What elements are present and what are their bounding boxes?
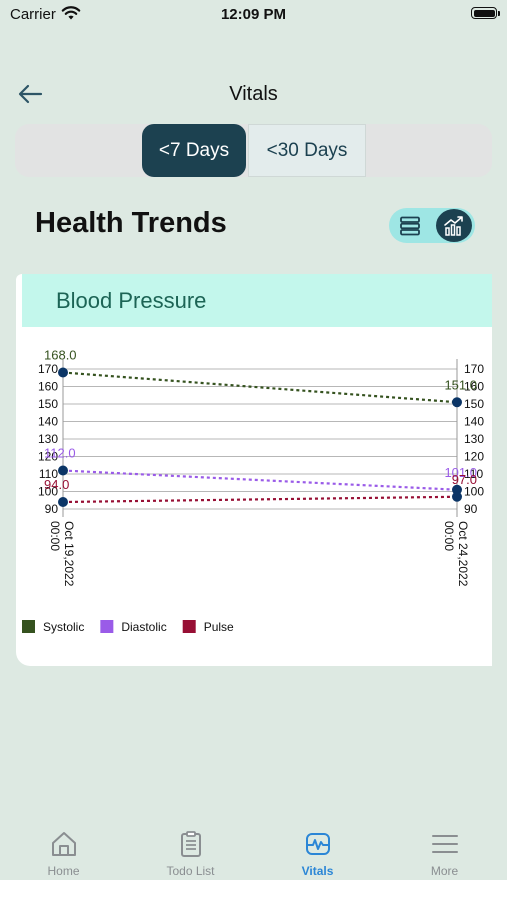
data-point-pulse	[452, 491, 462, 502]
blood-pressure-card: Blood Pressure 90 90 100 100 110 110 120 120 130…	[16, 274, 492, 666]
series-line-systolic	[62, 371, 458, 404]
y-tick-label-right: 90	[464, 502, 478, 516]
x-tick-label-line: Oct 24,2022	[456, 521, 470, 587]
data-label-diastolic: 101.0	[444, 465, 477, 480]
series-line-diastolic	[62, 469, 458, 491]
data-point-diastolic	[58, 465, 68, 476]
data-label-pulse: 97.0	[452, 472, 477, 487]
chart-view-button[interactable]	[436, 209, 472, 242]
y-tick-label-right: 140	[464, 415, 484, 429]
list-icon	[399, 216, 420, 235]
y-tick-label-left: 140	[38, 415, 58, 429]
data-point-systolic	[58, 367, 68, 378]
y-tick-label-left: 120	[38, 450, 58, 464]
data-label-pulse: 94.0	[44, 477, 69, 492]
series-line-pulse	[62, 495, 458, 504]
y-tick-label-right: 120	[464, 450, 484, 464]
tab-todo-list[interactable]: Todo List	[127, 818, 254, 880]
legend-swatch-systolic	[22, 620, 35, 633]
y-tick-label-right: 160	[464, 380, 484, 394]
data-point-systolic	[452, 397, 462, 408]
tab-more-label: More	[430, 864, 459, 878]
status-time: 12:09 PM	[220, 6, 287, 23]
battery-icon	[471, 7, 497, 19]
x-tick-label: Oct 24,202200:00	[442, 521, 470, 587]
x-tick-label: Oct 19,202200:00	[48, 521, 76, 587]
y-tick-label-left: 160	[38, 380, 58, 394]
view-toggle	[389, 208, 475, 243]
blood-pressure-chart: 90 90 100 100 110 110 120 120 130 130 140 140 150 150…	[22, 348, 484, 634]
home-indicator-area	[0, 880, 507, 900]
section-title: Health Trends	[35, 207, 227, 239]
back-arrow-icon[interactable]	[16, 82, 44, 106]
page-title: Vitals	[229, 83, 278, 105]
data-label-diastolic: 112.0	[44, 446, 76, 461]
tab-home-label: Home	[47, 864, 80, 878]
legend-label-diastolic: Diastolic	[121, 620, 166, 634]
home-icon	[51, 832, 76, 856]
y-tick-label-left: 130	[38, 432, 58, 446]
tab-bar: Home Todo List Vitals More	[0, 818, 507, 880]
x-tick-label-line: 00:00	[48, 521, 62, 551]
tab-home[interactable]: Home	[0, 818, 127, 880]
y-tick-label-right: 130	[464, 432, 484, 446]
wifi-icon	[61, 6, 81, 20]
trend-chart-icon	[444, 215, 463, 236]
y-tick-label-right: 150	[464, 397, 484, 411]
tab-30-days[interactable]: <30 Days	[248, 124, 366, 177]
data-point-diastolic	[452, 484, 462, 495]
y-tick-label-left: 150	[38, 397, 58, 411]
y-tick-label-right: 170	[464, 362, 484, 376]
list-view-button[interactable]	[395, 211, 424, 240]
y-tick-label-right: 100	[464, 485, 484, 499]
vitals-icon	[305, 833, 330, 855]
tab-more[interactable]: More	[381, 818, 507, 880]
carrier-label: Carrier	[10, 6, 56, 23]
tab-vitals-label: Vitals	[301, 864, 334, 878]
tab-vitals[interactable]: Vitals	[254, 818, 381, 880]
data-label-systolic: 168.0	[44, 348, 77, 363]
battery-tip	[498, 11, 500, 16]
legend-label-pulse: Pulse	[204, 620, 234, 634]
y-tick-label-right: 110	[464, 467, 483, 481]
x-tick-label-line: 00:00	[442, 521, 456, 551]
y-tick-label-left: 170	[38, 362, 58, 376]
tab-todo-list-label: Todo List	[166, 864, 215, 878]
card-title: Blood Pressure	[56, 288, 207, 313]
legend-label-systolic: Systolic	[43, 620, 84, 634]
menu-icon	[431, 835, 458, 853]
y-tick-label-left: 100	[38, 485, 58, 499]
data-label-systolic: 151.0	[444, 377, 477, 392]
status-bar: Carrier 12:09 PM	[0, 0, 507, 30]
y-tick-label-left: 110	[39, 467, 58, 481]
data-point-pulse	[58, 497, 68, 507]
range-selector: <7 Days <30 Days	[15, 124, 492, 177]
legend-swatch-diastolic	[100, 620, 114, 633]
tab-7-days[interactable]: <7 Days	[142, 124, 246, 177]
x-tick-label-line: Oct 19,2022	[62, 521, 76, 587]
legend-swatch-pulse	[182, 620, 196, 633]
y-tick-label-left: 90	[45, 502, 59, 516]
card-header: Blood Pressure	[22, 274, 492, 327]
clipboard-icon	[180, 831, 201, 857]
